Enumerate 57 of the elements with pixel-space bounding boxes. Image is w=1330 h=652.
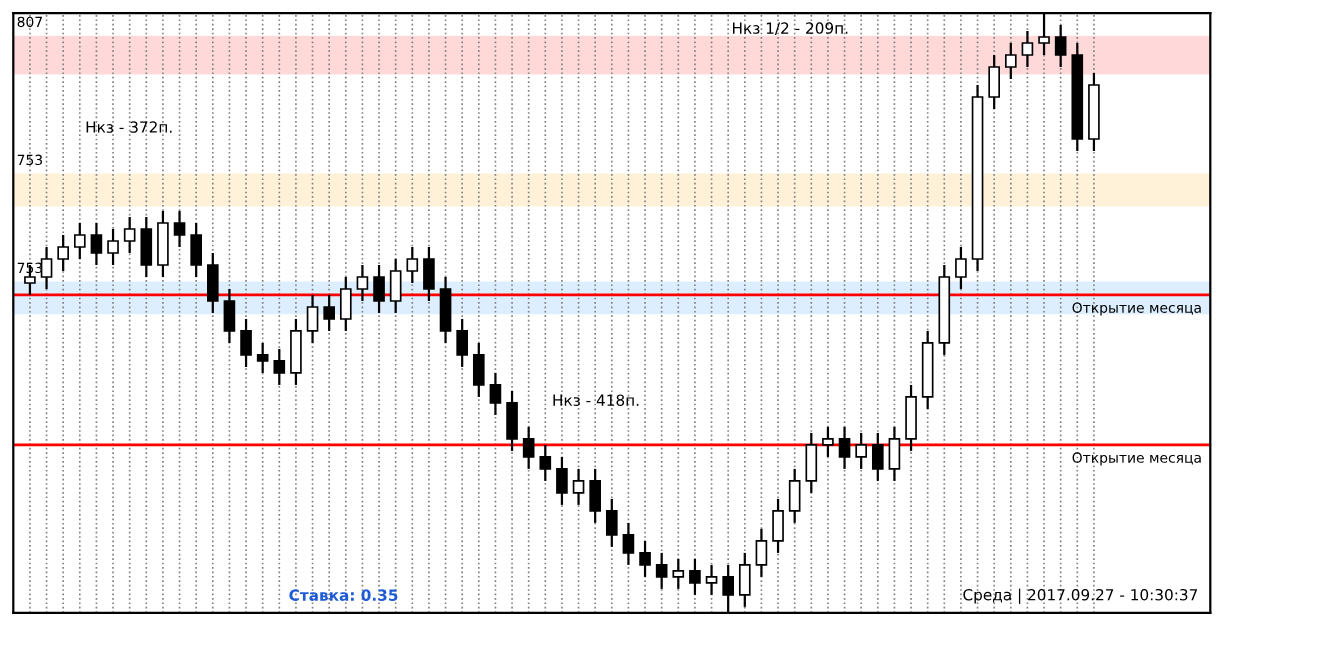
candlestick xyxy=(639,539,651,578)
candlestick xyxy=(123,215,136,255)
candlestick xyxy=(290,317,302,387)
candlestick xyxy=(1054,23,1067,69)
candlestick xyxy=(689,557,701,596)
candlestick xyxy=(157,209,169,279)
candlestick xyxy=(539,443,552,483)
candlestick xyxy=(805,431,818,495)
candlestick xyxy=(572,467,585,507)
candlestick xyxy=(855,431,867,471)
candlestick xyxy=(240,317,252,369)
candlestick xyxy=(822,425,834,459)
candlestick xyxy=(173,209,186,249)
candlestick xyxy=(506,389,518,453)
candlestick xyxy=(1004,41,1017,81)
candlestick xyxy=(905,383,917,453)
candlestick xyxy=(107,227,119,267)
candlestick xyxy=(738,551,751,608)
candlestick xyxy=(389,257,402,315)
candlestick xyxy=(556,455,568,507)
candlestick xyxy=(140,215,153,279)
candlestick xyxy=(57,233,69,273)
candlestick xyxy=(522,425,535,471)
candlestick xyxy=(73,221,86,261)
candlestick xyxy=(206,251,219,315)
candlestick xyxy=(988,53,1000,111)
candlestick xyxy=(306,293,319,345)
candlestick xyxy=(273,347,286,387)
candlestick xyxy=(605,497,618,549)
candlestick xyxy=(655,551,668,590)
candlestick xyxy=(456,317,468,369)
candlestick xyxy=(223,287,236,345)
candlestick xyxy=(406,245,419,285)
candlestick xyxy=(423,245,435,303)
candlestick xyxy=(40,245,53,291)
candlestick xyxy=(788,467,801,525)
candlestick xyxy=(622,521,635,566)
candlestick xyxy=(323,293,335,333)
candlestick xyxy=(589,467,601,525)
candlestick xyxy=(955,245,967,291)
candlestick xyxy=(489,371,502,417)
candlestick xyxy=(1021,29,1034,69)
candlestick xyxy=(256,341,269,375)
candlestick xyxy=(755,527,768,578)
candlestick xyxy=(90,221,103,267)
candlestick xyxy=(672,557,685,590)
candlestick xyxy=(439,275,452,345)
candlestick xyxy=(339,275,352,333)
candlestick xyxy=(373,263,385,315)
candlestick xyxy=(772,497,784,555)
candlestick xyxy=(705,563,718,596)
candlestick xyxy=(356,263,369,303)
candlestick xyxy=(472,341,485,399)
candlestick xyxy=(190,221,202,279)
candlestick xyxy=(838,425,851,471)
candlestick xyxy=(871,431,884,483)
candlestick xyxy=(888,425,901,483)
